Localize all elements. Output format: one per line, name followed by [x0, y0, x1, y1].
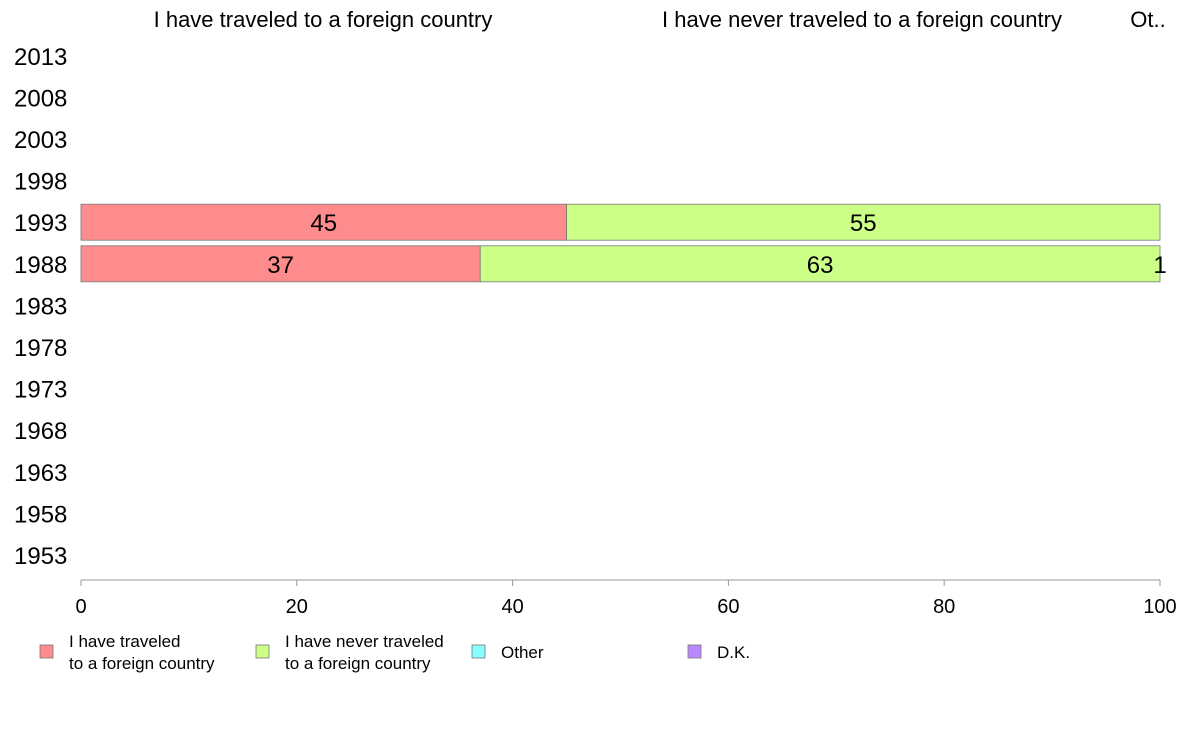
y-tick-label: 1963: [14, 460, 67, 487]
bar-segment: [479, 245, 1161, 283]
legend-label: I have never traveled: [285, 632, 444, 651]
legend-swatch: [39, 644, 54, 659]
x-tick-label: 100: [1143, 596, 1176, 618]
category-header: I have never traveled to a foreign count…: [662, 7, 1062, 32]
y-tick-label: 2013: [14, 44, 67, 71]
legend: I have traveled to a foreign country I hav…: [39, 632, 750, 673]
data-label: 37: [267, 252, 294, 279]
x-tick-label: 60: [717, 596, 739, 618]
legend-label: to a foreign country: [69, 654, 215, 673]
data-label: 63: [807, 252, 834, 279]
plot-area: 45 55 37 63 1: [80, 203, 1167, 283]
data-label: 1: [1153, 252, 1166, 279]
legend-label: D.K.: [717, 643, 750, 662]
y-tick-label: 2003: [14, 127, 67, 154]
y-tick-label: 2008: [14, 85, 67, 112]
category-header: I have traveled to a foreign country: [154, 7, 493, 32]
legend-swatch: [471, 644, 486, 659]
x-tick-label: 40: [501, 596, 523, 618]
y-tick-label: 1998: [14, 169, 67, 196]
y-tick-label: 1958: [14, 501, 67, 528]
y-tick-label: 1983: [14, 293, 67, 320]
legend-label: Other: [501, 643, 544, 662]
x-tick-label: 20: [286, 596, 308, 618]
category-header: Ot..: [1130, 7, 1165, 32]
x-tick-label: 0: [75, 596, 86, 618]
y-tick-label: 1968: [14, 418, 67, 445]
legend-label: I have traveled: [69, 632, 181, 651]
bar-segment: [80, 203, 567, 241]
y-tick-label: 1993: [14, 210, 67, 237]
legend-swatch: [255, 644, 270, 659]
x-tick-label: 80: [933, 596, 955, 618]
y-tick-label: 1978: [14, 335, 67, 362]
bar-segment: [80, 245, 481, 283]
x-axis: 0 20 40 60 80 100: [75, 579, 1177, 618]
bar-segment: [566, 203, 1161, 241]
y-tick-label: 1988: [14, 252, 67, 279]
y-axis: 2013 2008 2003 1998 1993 1988 1983 1978 1973 1968…: [14, 44, 67, 570]
y-tick-label: 1953: [14, 543, 67, 570]
data-label: 45: [310, 210, 337, 237]
y-tick-label: 1973: [14, 377, 67, 404]
legend-swatch: [687, 644, 702, 659]
legend-label: to a foreign country: [285, 654, 431, 673]
category-headers: I have traveled to a foreign country I ha…: [154, 7, 1166, 32]
data-label: 55: [850, 210, 877, 237]
